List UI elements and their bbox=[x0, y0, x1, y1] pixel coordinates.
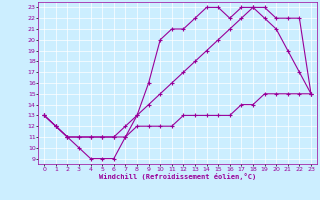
X-axis label: Windchill (Refroidissement éolien,°C): Windchill (Refroidissement éolien,°C) bbox=[99, 173, 256, 180]
